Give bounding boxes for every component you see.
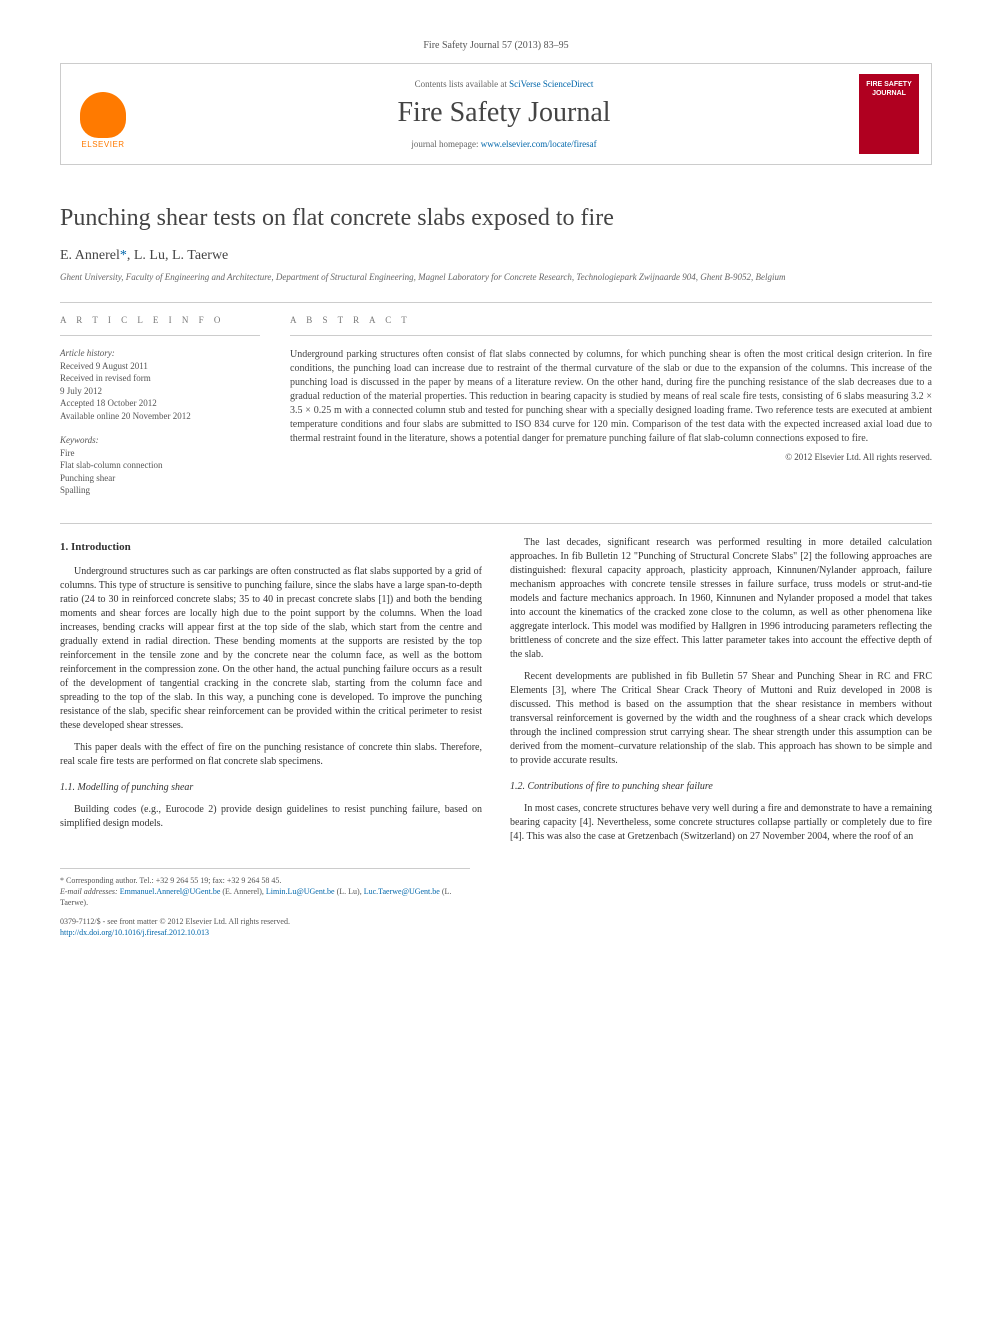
section-1-2-heading: 1.2. Contributions of fire to punching s… xyxy=(510,780,932,794)
section-1-2-para: In most cases, concrete structures behav… xyxy=(510,802,932,844)
divider-top xyxy=(60,302,932,303)
email-name-1: (E. Annerel), xyxy=(220,887,264,896)
intro-para-2: This paper deals with the effect of fire… xyxy=(60,741,482,769)
email-link-3[interactable]: Luc.Taerwe@UGent.be xyxy=(364,887,440,896)
issn-line: 0379-7112/$ - see front matter © 2012 El… xyxy=(60,916,470,927)
body-two-column: 1. Introduction Underground structures s… xyxy=(60,536,932,846)
info-abstract-row: A R T I C L E I N F O Article history: R… xyxy=(60,315,932,497)
keywords-label: Keywords: xyxy=(60,435,260,445)
abstract-panel: A B S T R A C T Underground parking stru… xyxy=(290,315,932,497)
section-1-1-heading: 1.1. Modelling of punching shear xyxy=(60,781,482,795)
email-link-1[interactable]: Emmanuel.Annerel@UGent.be xyxy=(120,887,221,896)
email-addresses-line: E-mail addresses: Emmanuel.Annerel@UGent… xyxy=(60,886,470,908)
authors-rest: , L. Lu, L. Taerwe xyxy=(127,248,228,263)
journal-name: Fire Safety Journal xyxy=(149,97,859,129)
doi-link[interactable]: 10.1016/j.firesaf.2012.10.013 xyxy=(114,928,209,937)
info-divider xyxy=(60,335,260,336)
elsevier-label: ELSEVIER xyxy=(81,140,124,149)
author-primary: E. Annerel xyxy=(60,248,120,263)
elsevier-logo[interactable]: ELSEVIER xyxy=(73,79,133,149)
authors-line: E. Annerel*, L. Lu, L. Taerwe xyxy=(60,248,932,264)
email-name-2: (L. Lu), xyxy=(335,887,364,896)
affiliation: Ghent University, Faculty of Engineering… xyxy=(60,272,932,284)
doi-line: http://dx.doi.org/10.1016/j.firesaf.2012… xyxy=(60,927,470,938)
doi-prefix-link[interactable]: http://dx.doi.org/ xyxy=(60,928,114,937)
history-online: Available online 20 November 2012 xyxy=(60,410,260,423)
history-accepted: Accepted 18 October 2012 xyxy=(60,397,260,410)
journal-ref-link[interactable]: Fire Safety Journal 57 (2013) 83–95 xyxy=(423,40,568,51)
corresponding-marker-link[interactable]: * xyxy=(120,248,127,263)
section-1-1-para: Building codes (e.g., Eurocode 2) provid… xyxy=(60,803,482,831)
history-label: Article history: xyxy=(60,348,260,358)
keyword-1: Fire xyxy=(60,447,260,460)
journal-reference: Fire Safety Journal 57 (2013) 83–95 xyxy=(60,40,932,51)
abstract-heading: A B S T R A C T xyxy=(290,315,932,325)
intro-para-1: Underground structures such as car parki… xyxy=(60,565,482,733)
keyword-3: Punching shear xyxy=(60,472,260,485)
sciencedirect-link[interactable]: SciVerse ScienceDirect xyxy=(509,79,593,89)
divider-bottom xyxy=(60,523,932,524)
history-received: Received 9 August 2011 xyxy=(60,360,260,373)
corresponding-author-line: * Corresponding author. Tel.: +32 9 264 … xyxy=(60,875,470,886)
history-revised-date: 9 July 2012 xyxy=(60,385,260,398)
section-1-heading: 1. Introduction xyxy=(60,540,482,555)
homepage-link[interactable]: www.elsevier.com/locate/firesaf xyxy=(481,139,597,149)
journal-cover-thumbnail[interactable]: FIRE SAFETY JOURNAL xyxy=(859,74,919,154)
elsevier-tree-icon xyxy=(80,92,126,138)
history-revised: Received in revised form xyxy=(60,372,260,385)
keyword-4: Spalling xyxy=(60,484,260,497)
contents-line: Contents lists available at SciVerse Sci… xyxy=(149,79,859,89)
page: Fire Safety Journal 57 (2013) 83–95 ELSE… xyxy=(0,0,992,979)
article-info-heading: A R T I C L E I N F O xyxy=(60,315,260,325)
journal-header-box: ELSEVIER Contents lists available at Sci… xyxy=(60,63,932,165)
homepage-prefix: journal homepage: xyxy=(411,139,480,149)
abstract-text: Underground parking structures often con… xyxy=(290,348,932,446)
email-link-2[interactable]: Limin.Lu@UGent.be xyxy=(266,887,335,896)
article-info-panel: A R T I C L E I N F O Article history: R… xyxy=(60,315,260,497)
col2-para-b: Recent developments are published in fib… xyxy=(510,670,932,768)
article-title: Punching shear tests on flat concrete sl… xyxy=(60,205,932,232)
abstract-divider xyxy=(290,335,932,336)
email-label: E-mail addresses: xyxy=(60,887,118,896)
abstract-copyright: © 2012 Elsevier Ltd. All rights reserved… xyxy=(290,452,932,462)
homepage-line: journal homepage: www.elsevier.com/locat… xyxy=(149,139,859,149)
col2-para-a: The last decades, significant research w… xyxy=(510,536,932,662)
cover-title: FIRE SAFETY JOURNAL xyxy=(861,80,917,98)
header-center: Contents lists available at SciVerse Sci… xyxy=(149,79,859,149)
keyword-2: Flat slab-column connection xyxy=(60,459,260,472)
contents-prefix: Contents lists available at xyxy=(415,79,509,89)
footer-block: * Corresponding author. Tel.: +32 9 264 … xyxy=(60,868,470,939)
